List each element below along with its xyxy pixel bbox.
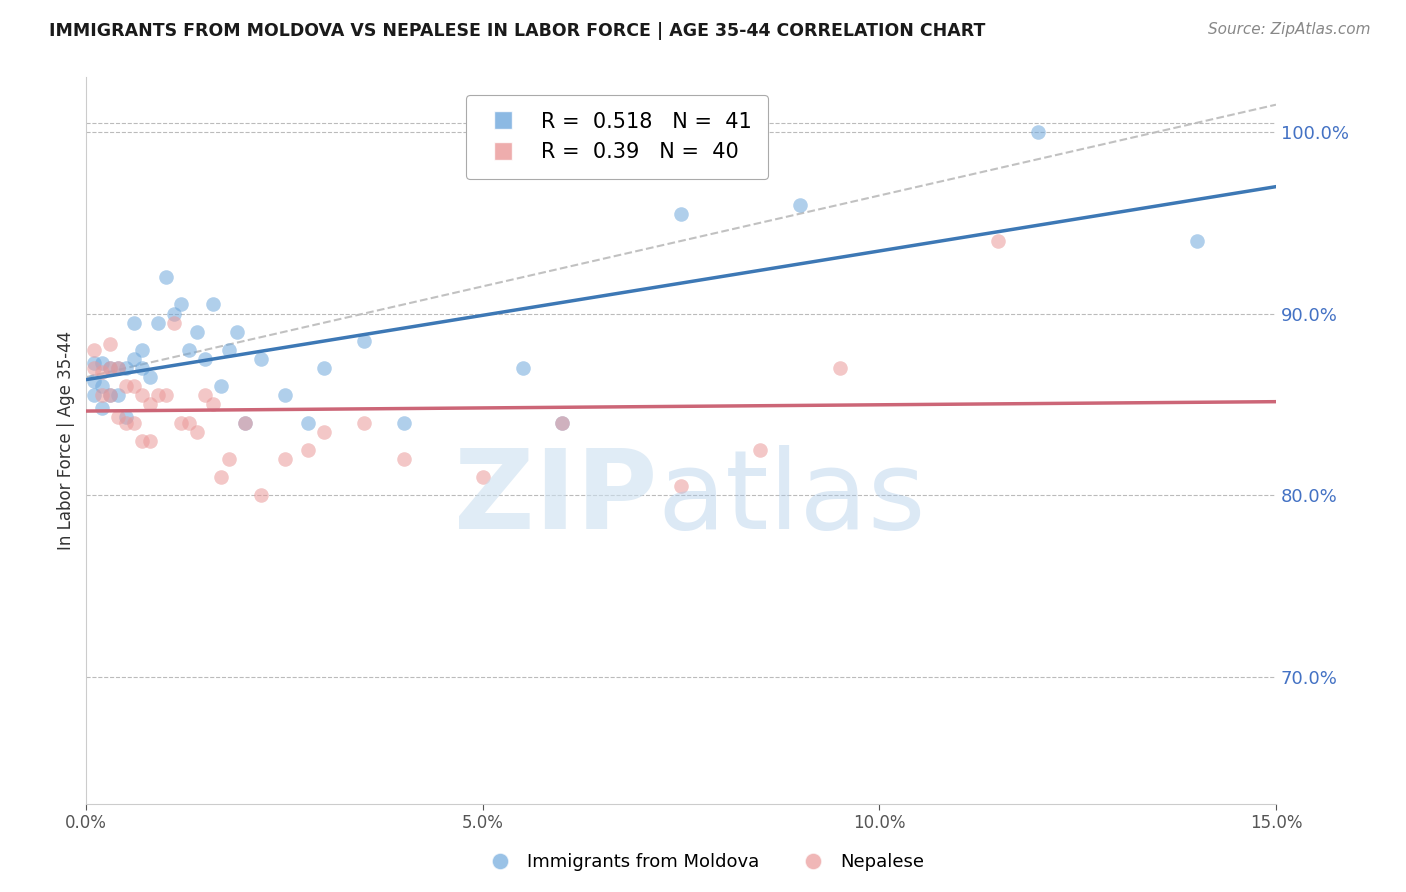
Point [209,470,232,484]
Point [353,334,375,348]
Point [91,365,114,379]
Point [139,370,162,384]
Point [98,388,121,402]
Y-axis label: In Labor Force | Age 35-44: In Labor Force | Age 35-44 [58,331,75,550]
Point [1026,125,1049,139]
Point [131,361,153,376]
Point [83,374,105,388]
Point [353,416,375,430]
Point [669,207,692,221]
Point [314,425,336,439]
Point [512,361,534,376]
Point [392,416,415,430]
Point [122,351,145,366]
Text: Source: ZipAtlas.com: Source: ZipAtlas.com [1208,22,1371,37]
Point [249,488,271,502]
Point [162,316,184,330]
Point [146,388,169,402]
Point [551,416,574,430]
Point [249,351,271,366]
Point [179,343,201,357]
Point [98,337,121,351]
Point [987,234,1010,248]
Point [170,297,193,311]
Point [98,361,121,376]
Point [91,356,114,370]
Point [297,416,319,430]
Point [155,388,177,402]
Text: atlas: atlas [658,445,925,552]
Point [209,379,232,393]
Point [139,397,162,411]
Point [218,343,240,357]
Point [297,442,319,457]
Point [170,416,193,430]
Legend: Immigrants from Moldova, Nepalese: Immigrants from Moldova, Nepalese [474,847,932,879]
Legend: R =  0.518   N =  41, R =  0.39   N =  40: R = 0.518 N = 41, R = 0.39 N = 40 [465,95,768,179]
Point [186,325,208,339]
Point [202,397,225,411]
Point [273,451,295,466]
Point [1185,234,1208,248]
Point [551,416,574,430]
Point [107,361,129,376]
Point [233,416,256,430]
Point [162,307,184,321]
Point [83,361,105,376]
Point [91,388,114,402]
Point [749,442,772,457]
Point [115,416,138,430]
Point [107,388,129,402]
Point [131,343,153,357]
Point [314,361,336,376]
Point [131,388,153,402]
Point [107,361,129,376]
Point [83,388,105,402]
Point [194,388,217,402]
Point [139,434,162,448]
Point [226,325,249,339]
Point [202,297,225,311]
Point [392,451,415,466]
Point [98,388,121,402]
Point [98,361,121,376]
Point [122,316,145,330]
Point [107,410,129,425]
Point [83,356,105,370]
Point [122,379,145,393]
Point [115,379,138,393]
Point [273,388,295,402]
Point [115,410,138,425]
Point [669,479,692,493]
Point [179,416,201,430]
Point [83,343,105,357]
Point [91,379,114,393]
Point [233,416,256,430]
Point [828,361,851,376]
Point [789,197,811,211]
Point [471,470,494,484]
Point [218,451,240,466]
Point [155,270,177,285]
Point [194,351,217,366]
Point [91,401,114,415]
Text: IMMIGRANTS FROM MOLDOVA VS NEPALESE IN LABOR FORCE | AGE 35-44 CORRELATION CHART: IMMIGRANTS FROM MOLDOVA VS NEPALESE IN L… [49,22,986,40]
Point [122,416,145,430]
Point [115,361,138,376]
Point [131,434,153,448]
Point [146,316,169,330]
Point [186,425,208,439]
Text: ZIP: ZIP [454,445,658,552]
